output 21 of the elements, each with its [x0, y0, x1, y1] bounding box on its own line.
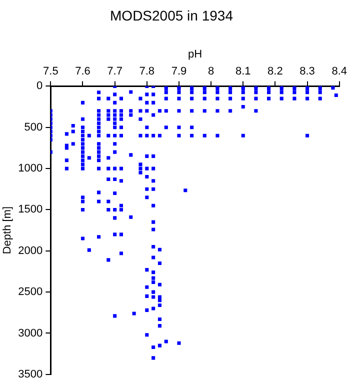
x-tick-label: 7.9: [171, 66, 187, 78]
x-tick-label: 8.1: [235, 66, 251, 78]
y-tick-label: 500: [24, 121, 43, 134]
x-tick-label: 8.4: [332, 66, 348, 78]
y-tick-label: 0: [36, 80, 43, 92]
x-axis-title: pH: [188, 48, 202, 60]
x-tick-label: 7.5: [43, 66, 58, 78]
x-tick-label: 8: [208, 66, 214, 78]
y-tick-label: 2000: [18, 244, 43, 257]
y-tick-label: 3000: [18, 327, 43, 340]
y-tick-label: 3500: [18, 368, 43, 380]
y-axis-title: Depth [m]: [2, 206, 14, 254]
y-tick-label: 2500: [18, 286, 43, 298]
chart-title: MODS2005 in 1934: [110, 7, 234, 24]
x-tick-label: 7.6: [75, 66, 90, 78]
y-tick-label: 1000: [18, 162, 43, 175]
x-tick-label: 8.2: [268, 66, 283, 78]
x-tick-label: 7.8: [139, 66, 155, 78]
x-tick-label: 8.3: [300, 66, 315, 78]
y-tick-label: 1500: [18, 204, 43, 216]
x-tick-label: 7.7: [107, 66, 122, 78]
